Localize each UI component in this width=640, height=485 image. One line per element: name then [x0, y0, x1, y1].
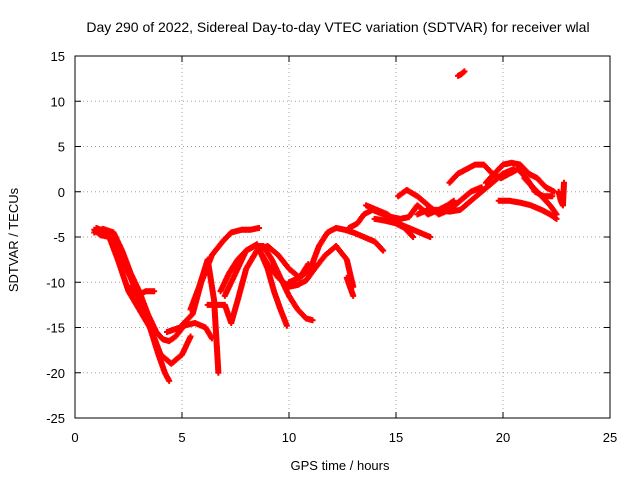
data-point-fill: [550, 188, 557, 195]
data-point-fill: [208, 334, 215, 341]
series-arc-18: [482, 159, 558, 195]
series-arc-20: [521, 175, 560, 218]
x-tick-label: 10: [282, 430, 296, 445]
x-tick-label: 15: [389, 430, 403, 445]
x-tick-label: 25: [603, 430, 617, 445]
data-point-fill: [449, 198, 456, 205]
data-point-fill: [283, 321, 290, 328]
x-tick-label: 5: [178, 430, 185, 445]
data-point-fill: [409, 232, 416, 239]
data-point-fill: [460, 69, 467, 76]
y-tick-label: -20: [46, 366, 65, 381]
series-arc-4: [125, 283, 158, 299]
y-tick-label: -5: [53, 230, 65, 245]
y-tick-label: 5: [58, 140, 65, 155]
y-tick-label: 0: [58, 185, 65, 200]
data-point-fill: [547, 193, 554, 200]
x-tick-label: 0: [71, 430, 78, 445]
y-tick-label: 10: [51, 94, 65, 109]
y-tick-label: -25: [46, 411, 65, 426]
data-point-fill: [349, 291, 356, 298]
data-points: [91, 68, 567, 384]
data-point-fill: [560, 181, 567, 188]
x-axis-label: GPS time / hours: [291, 458, 390, 473]
series-arc-14: [371, 215, 417, 240]
y-axis-label: SDTVAR / TECUs: [6, 187, 21, 292]
series-arc-23: [343, 274, 357, 299]
x-tick-label: 20: [496, 430, 510, 445]
series-arc-21: [555, 179, 567, 209]
series-arc-16: [414, 166, 517, 218]
y-tick-label: -15: [46, 321, 65, 336]
data-point-fill: [425, 233, 432, 240]
data-point-fill: [308, 316, 315, 323]
data-point-fill: [379, 246, 386, 253]
grid: [75, 56, 610, 418]
series-arc-22: [455, 68, 468, 79]
y-tick-label: -10: [46, 275, 65, 290]
data-point-fill: [149, 288, 156, 295]
series-arc-19: [495, 197, 560, 222]
series-arc-11: [286, 224, 387, 286]
data-point-fill: [165, 376, 172, 383]
data-point-fill: [552, 210, 559, 217]
data-point-fill: [186, 334, 193, 341]
series-arc-6: [187, 256, 222, 376]
series-arc-10: [253, 243, 357, 290]
chart-title: Day 290 of 2022, Sidereal Day-to-day VTE…: [86, 19, 589, 35]
series-arc-2: [91, 226, 173, 384]
data-point-fill: [215, 368, 222, 375]
data-point-fill: [254, 225, 261, 232]
y-tick-label: 15: [51, 49, 65, 64]
axis-ticks: 0 5 10 15 20 25 -25 -20 -15 -10 -5 0 5 10 15: [46, 49, 617, 445]
